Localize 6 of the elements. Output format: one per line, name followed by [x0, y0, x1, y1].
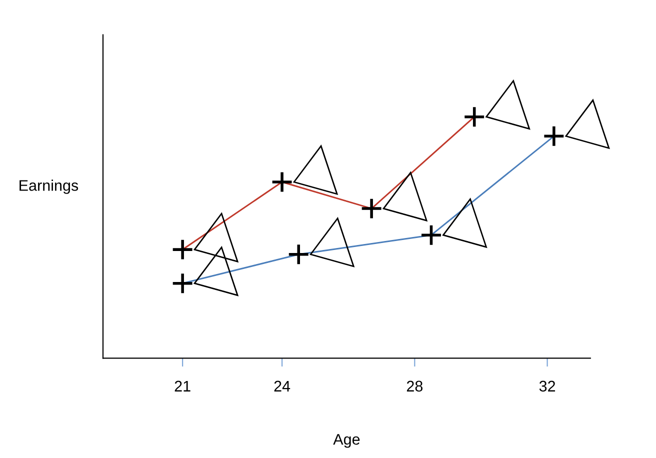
x-tick-label: 24: [274, 380, 290, 392]
x-axis-title: Age: [333, 434, 360, 448]
y-axis-title: Earnings: [20, 180, 78, 194]
x-tick-label: 32: [539, 380, 556, 392]
x-tick-label: 21: [174, 380, 190, 392]
x-tick-label: 28: [406, 380, 422, 392]
